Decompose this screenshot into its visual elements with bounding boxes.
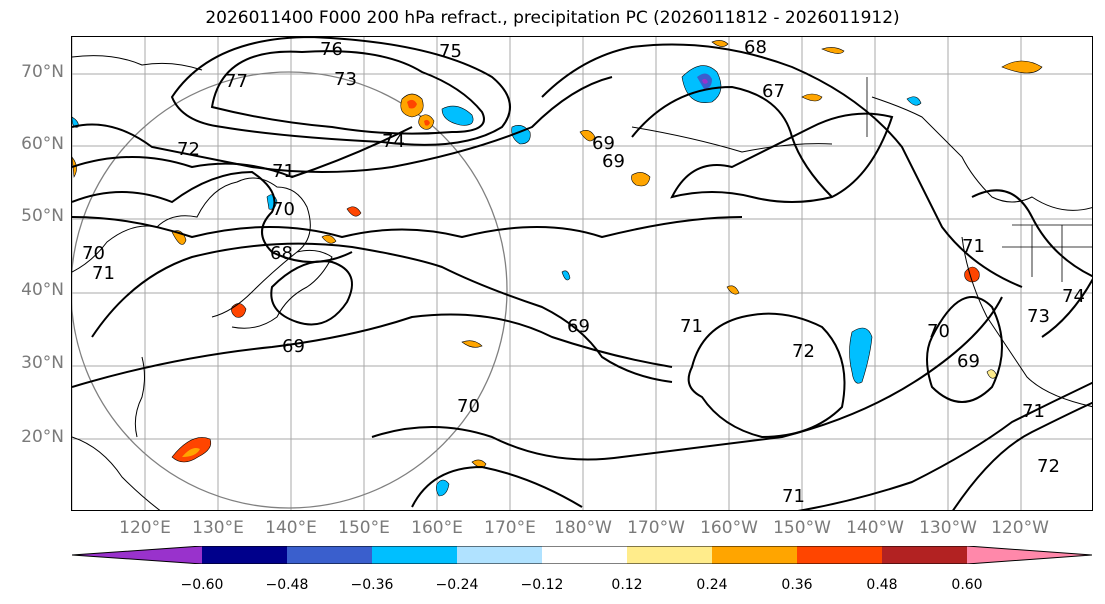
lon-label-180w: 180°W (554, 518, 612, 538)
colorbar-segment (797, 546, 882, 564)
contour-label: 71 (962, 236, 985, 257)
contour-labels: 76 75 77 68 67 73 72 71 74 70 69 71 68 6… (82, 37, 1085, 507)
map-canvas: 76 75 77 68 67 73 72 71 74 70 69 71 68 6… (72, 37, 1092, 510)
colorbar-extend-low (72, 546, 202, 564)
contour-label: 72 (792, 341, 815, 362)
colorbar-label: −0.48 (265, 577, 309, 593)
colorbar-segment (627, 546, 712, 564)
lon-label-170w: 170°W (627, 518, 685, 538)
contour-label: 71 (782, 486, 805, 507)
lon-label-150w: 150°W (773, 518, 831, 538)
colorbar-segment (882, 546, 967, 564)
lon-label-160w: 160°W (700, 518, 758, 538)
lon-label-160e: 160°E (411, 518, 463, 538)
lat-label-50n: 50°N (21, 206, 64, 226)
lat-label-20n: 20°N (21, 427, 64, 447)
contour-label: 77 (225, 71, 248, 92)
contour-label: 71 (1022, 401, 1045, 422)
lat-label-40n: 40°N (21, 280, 64, 300)
contour-label: 70 (927, 321, 950, 342)
colorbar-label: −0.24 (435, 577, 479, 593)
lon-label-170e: 170°E (484, 518, 536, 538)
contour-label: 69 (567, 316, 590, 337)
contour-label: 71 (92, 263, 115, 284)
contour-label: 72 (177, 139, 200, 160)
contour-label: 76 (320, 39, 343, 60)
contour-label: 69 (592, 133, 615, 154)
colorbar-segment (287, 546, 372, 564)
contour-label: 75 (439, 41, 462, 62)
lon-label-130w: 130°W (919, 518, 977, 538)
contour-label: 70 (82, 243, 105, 264)
colorbar-label: −0.60 (180, 577, 224, 593)
political-boundaries (866, 77, 1092, 282)
lat-label-60n: 60°N (21, 134, 64, 154)
contour-label: 69 (282, 336, 305, 357)
range-circle (72, 71, 508, 509)
lon-label-150e: 150°E (338, 518, 390, 538)
contour-label: 71 (272, 161, 295, 182)
colorbar-segment (202, 546, 287, 564)
colorbar-label: 0.60 (951, 577, 983, 593)
lon-label-120e: 120°E (119, 518, 171, 538)
contour-label: 68 (744, 37, 767, 58)
lon-label-140w: 140°W (846, 518, 904, 538)
colorbar-label: 0.24 (696, 577, 728, 593)
contour-label: 69 (602, 151, 625, 172)
colorbar-label: −0.36 (350, 577, 394, 593)
contour-label: 69 (957, 351, 980, 372)
contour-label: 71 (680, 316, 703, 337)
refractivity-contours (72, 37, 1092, 510)
lon-label-140e: 140°E (265, 518, 317, 538)
map-title: 2026011400 F000 200 hPa refract., precip… (205, 8, 900, 28)
colorbar-label: 0.36 (781, 577, 813, 593)
contour-label: 73 (1027, 306, 1050, 327)
colorbar (72, 546, 1092, 564)
contour-label: 74 (382, 131, 405, 152)
lat-label-70n: 70°N (21, 62, 64, 82)
contour-label: 74 (1062, 286, 1085, 307)
contour-label: 70 (272, 199, 295, 220)
contour-label: 68 (270, 243, 293, 264)
colorbar-segment (372, 546, 457, 564)
colorbar-label: 0.48 (866, 577, 898, 593)
colorbar-label: 0.12 (611, 577, 643, 593)
colorbar-segment (457, 546, 542, 564)
colorbar-label: −0.12 (520, 577, 564, 593)
lon-label-120w: 120°W (991, 518, 1049, 538)
contour-label: 67 (762, 81, 785, 102)
lon-label-130e: 130°E (192, 518, 244, 538)
colorbar-extend-high (967, 546, 1092, 564)
colorbar-segment (542, 546, 627, 564)
gridlines (72, 37, 1092, 510)
contour-label: 72 (1037, 456, 1060, 477)
contour-label: 73 (334, 69, 357, 90)
lat-label-30n: 30°N (21, 353, 64, 373)
coastlines (72, 55, 1092, 510)
map-panel: 76 75 77 68 67 73 72 71 74 70 69 71 68 6… (71, 36, 1093, 511)
contour-label: 70 (457, 396, 480, 417)
colorbar-segment (712, 546, 797, 564)
